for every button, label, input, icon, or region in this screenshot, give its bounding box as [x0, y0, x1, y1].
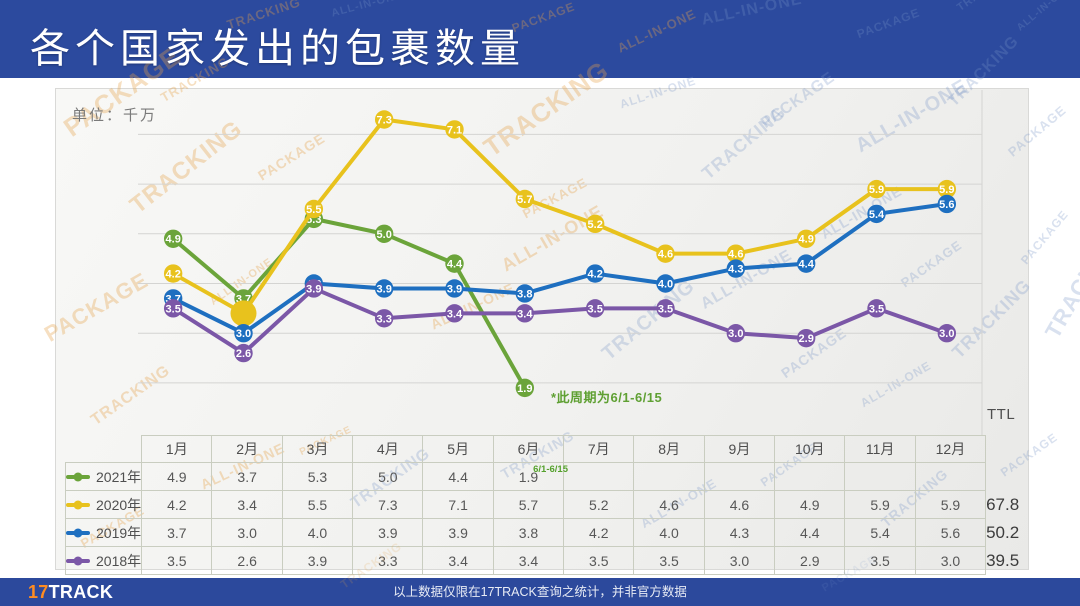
series-year-label: 2018年	[96, 552, 142, 569]
table-row-2021年: 2021年 4.9 3.7 5.3 5.0 4.4 1.9 6/1-6/15	[64, 462, 1034, 491]
value-cell: 5.6	[914, 518, 987, 547]
value-cell: 5.9	[844, 490, 916, 519]
ttl-value-cell: 67.8	[986, 494, 1020, 514]
value-cell: 5.4	[844, 518, 916, 547]
month-header: 8月	[633, 435, 705, 463]
legend-dot	[73, 556, 83, 566]
ttl-value-cell: 50.2	[986, 522, 1020, 542]
ttl-value-cell	[986, 463, 1034, 491]
value-cell: 3.8	[492, 518, 565, 547]
month-header: 2月	[211, 435, 283, 463]
value-cell: 3.5	[844, 546, 916, 575]
value-cell	[914, 462, 987, 491]
month-header: 1月	[141, 435, 213, 463]
value-cell: 3.9	[352, 518, 424, 547]
footer-bar	[0, 578, 1080, 606]
table-row-2020年: 2020年 4.2 3.4 5.5 7.3 7.1 5.7 5.2 4.6 4.6 4.9 5.9 5.…	[64, 490, 1034, 519]
logo-track: TRACK	[48, 582, 114, 602]
value-cell: 3.5	[563, 546, 635, 575]
value-cell: 7.1	[422, 490, 494, 519]
legend-dot	[73, 472, 83, 482]
watermark-word: TRACKING	[1040, 222, 1080, 343]
table-corner-cell	[66, 436, 142, 463]
value-cell: 4.3	[703, 518, 776, 547]
month-header: 7月	[563, 435, 635, 463]
footer-logo: 17TRACK	[28, 578, 113, 606]
value-cell: 3.4	[492, 546, 565, 575]
value-cell: 4.2	[141, 490, 213, 519]
legend-line-marker	[66, 556, 90, 566]
month-header: 10月	[774, 435, 846, 463]
data-table: 1月 2月 3月 4月 5月 6月 7月 8月 9月 10月 11月 12月 2021年 4.9 3.7 5.…	[64, 435, 1034, 575]
value-cell: 7.3	[352, 490, 424, 519]
series-legend-cell: 2021年	[64, 462, 143, 491]
ttl-column-header: TTL	[987, 406, 1016, 423]
value-cell: 3.9	[281, 546, 354, 575]
value-cell: 2.6	[211, 546, 283, 575]
legend-line-marker	[66, 472, 90, 482]
value-cell: 3.5	[141, 546, 213, 575]
value-cell: 3.9	[422, 518, 494, 547]
value-cell	[563, 462, 635, 491]
value-cell: 3.4	[422, 546, 494, 575]
month-header: 12月	[914, 435, 987, 463]
value-cell: 3.5	[633, 546, 705, 575]
ttl-value-cell: 39.5	[986, 550, 1020, 570]
value-cell: 4.4	[422, 462, 494, 491]
table-header-row: 1月 2月 3月 4月 5月 6月 7月 8月 9月 10月 11月 12月	[66, 435, 1034, 463]
unit-label: 单位：千万	[72, 107, 158, 124]
value-cell	[633, 462, 705, 491]
month-header: 11月	[844, 435, 916, 463]
value-cell: 4.0	[633, 518, 705, 547]
value-cell	[774, 462, 846, 491]
series-legend-cell: 2020年	[64, 490, 143, 519]
value-cell: 4.9	[141, 462, 213, 491]
table-row-2018年: 2018年 3.5 2.6 3.9 3.3 3.4 3.4 3.5 3.5 3.0 2.9 3.5 3.…	[64, 546, 1034, 575]
table-period-note: 6/1-6/15	[533, 464, 568, 475]
value-cell: 4.6	[703, 490, 776, 519]
chart-annotation: *此周期为6/1-6/15	[551, 390, 663, 405]
value-cell: 5.5	[281, 490, 354, 519]
month-header: 5月	[422, 435, 494, 463]
month-header: 6月	[492, 435, 565, 463]
footer-note: 以上数据仅限在17TRACK查询之统计，并非官方数据	[393, 585, 687, 599]
legend-dot	[73, 500, 83, 510]
value-cell	[703, 462, 776, 491]
value-cell: 5.2	[563, 490, 635, 519]
value-cell: 1.9 6/1-6/15	[492, 462, 568, 491]
value-cell: 4.4	[774, 518, 846, 547]
series-year-label: 2019年	[96, 524, 142, 541]
month-header: 4月	[352, 435, 424, 463]
value-cell: 4.0	[281, 518, 354, 547]
value-cell: 5.9	[914, 490, 987, 519]
page-title: 各个国家发出的包裹数量	[30, 27, 525, 71]
value-cell: 4.9	[774, 490, 846, 519]
value-cell: 3.4	[211, 490, 283, 519]
header-bar	[0, 0, 1080, 78]
logo-17: 17	[28, 582, 49, 602]
value-cell: 5.0	[352, 462, 424, 491]
value-cell: 3.0	[211, 518, 283, 547]
value-cell: 3.0	[914, 546, 987, 575]
legend-line-marker	[66, 528, 90, 538]
legend-dot	[73, 528, 83, 538]
value-cell: 4.2	[563, 518, 635, 547]
value-cell: 5.7	[492, 490, 565, 519]
value-cell: 5.3	[281, 462, 354, 491]
ttl-header-cell	[986, 436, 1034, 463]
value-cell: 3.7	[211, 462, 283, 491]
value-cell: 3.0	[703, 546, 776, 575]
value-cell: 3.7	[141, 518, 213, 547]
series-year-label: 2020年	[96, 496, 142, 513]
series-year-label: 2021年	[96, 468, 142, 485]
table-row-2019年: 2019年 3.7 3.0 4.0 3.9 3.9 3.8 4.2 4.0 4.3 4.4 5.4 5.…	[64, 518, 1034, 547]
month-header: 3月	[281, 435, 354, 463]
series-legend-cell: 2018年	[64, 546, 143, 575]
legend-line-marker	[66, 500, 90, 510]
month-header: 9月	[703, 435, 776, 463]
value-cell: 2.9	[774, 546, 846, 575]
value-cell: 4.6	[633, 490, 705, 519]
value-cell	[844, 462, 916, 491]
series-legend-cell: 2019年	[64, 518, 143, 547]
